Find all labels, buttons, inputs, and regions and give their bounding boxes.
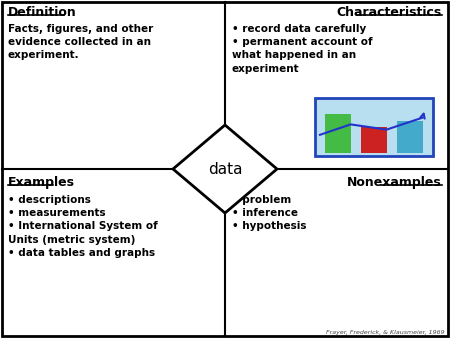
Bar — [325, 114, 351, 153]
Polygon shape — [173, 125, 277, 213]
Text: Frayer, Frederick, & Klausmeier, 1969: Frayer, Frederick, & Klausmeier, 1969 — [326, 330, 445, 335]
Text: Facts, figures, and other
evidence collected in an
experiment.: Facts, figures, and other evidence colle… — [8, 24, 153, 61]
Text: Characteristics: Characteristics — [337, 6, 442, 19]
Text: Examples: Examples — [8, 176, 75, 189]
Text: • descriptions
• measurements
• International System of
Units (metric system)
• : • descriptions • measurements • Internat… — [8, 195, 158, 258]
Bar — [315, 98, 433, 156]
Bar — [361, 127, 387, 153]
Text: • record data carefully
• permanent account of
what happened in an
experiment: • record data carefully • permanent acco… — [232, 24, 373, 74]
Bar — [397, 121, 423, 153]
Text: Definition: Definition — [8, 6, 77, 19]
Text: data: data — [208, 162, 242, 176]
Text: Nonexamples: Nonexamples — [347, 176, 442, 189]
Text: • problem
• inference
• hypothesis: • problem • inference • hypothesis — [232, 195, 306, 232]
